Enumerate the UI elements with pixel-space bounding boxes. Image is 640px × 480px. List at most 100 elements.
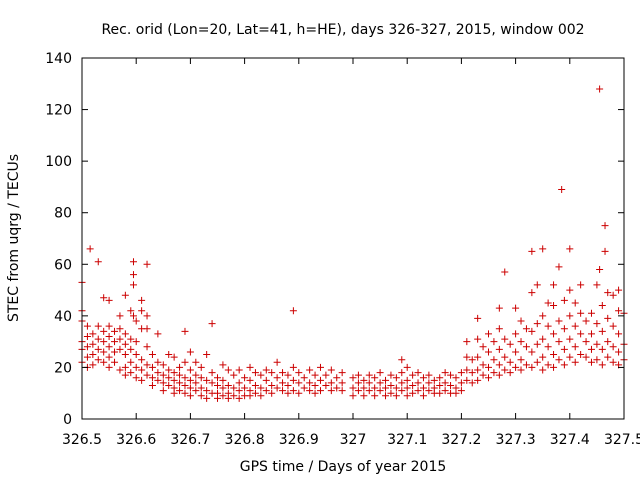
data-point [495, 304, 503, 312]
data-point [560, 345, 568, 353]
data-point [436, 374, 444, 382]
data-point [257, 384, 265, 392]
data-point [587, 309, 595, 317]
data-point [246, 376, 254, 384]
data-point [121, 291, 129, 299]
data-point [596, 85, 604, 93]
data-point [203, 376, 211, 384]
data-point [316, 376, 324, 384]
data-point [571, 322, 579, 330]
data-point [512, 363, 520, 371]
data-point [83, 322, 91, 330]
data-point [485, 348, 492, 356]
data-point [127, 358, 135, 366]
data-point [452, 389, 460, 397]
data-point [349, 374, 357, 382]
data-point [154, 330, 162, 338]
data-point [284, 389, 292, 397]
data-point [111, 338, 119, 346]
data-point [555, 356, 563, 364]
data-point [284, 371, 292, 379]
x-tick-label: 327.2 [441, 432, 481, 448]
data-point [550, 351, 558, 359]
data-point [192, 358, 200, 366]
data-point [555, 263, 563, 271]
data-point [398, 369, 406, 377]
data-point [382, 376, 390, 384]
data-point [512, 304, 520, 312]
data-point [501, 353, 509, 361]
y-tick-label: 20 [54, 360, 72, 376]
data-point [425, 387, 433, 395]
chart-title: Rec. orid (Lon=20, Lat=41, h=HE), days 3… [101, 22, 584, 38]
x-tick-label: 326.6 [116, 432, 156, 448]
data-point [203, 351, 211, 359]
data-point [316, 363, 324, 371]
data-point [528, 289, 536, 297]
data-point [333, 384, 341, 392]
data-point [376, 387, 384, 395]
data-point [485, 374, 492, 382]
data-point [604, 338, 612, 346]
data-point [582, 338, 590, 346]
data-point [501, 268, 509, 276]
data-point [214, 374, 221, 382]
data-point [127, 345, 135, 353]
data-point [550, 330, 558, 338]
data-point [279, 379, 287, 387]
data-point [382, 384, 390, 392]
data-point [170, 369, 178, 377]
data-point [100, 338, 108, 346]
y-tick-label: 120 [45, 103, 72, 119]
data-point [571, 299, 579, 307]
data-point [132, 338, 140, 346]
data-point [447, 371, 455, 379]
data-point [129, 312, 137, 320]
data-point [132, 374, 140, 382]
data-point [230, 371, 238, 379]
data-point [615, 348, 623, 356]
axis-ticks: 326.5 326.6 326.7 326.8 326.9 327 327.1 327.2 32… [45, 51, 640, 448]
data-point [311, 389, 319, 397]
data-point [441, 387, 449, 395]
data-point [596, 265, 604, 273]
data-point [186, 384, 194, 392]
data-point [558, 186, 566, 194]
data-point [127, 307, 135, 315]
data-point [100, 294, 108, 302]
data-point [289, 387, 297, 395]
y-tick-label: 60 [54, 257, 72, 273]
data-point [371, 374, 379, 382]
data-point [354, 379, 362, 387]
data-point [138, 296, 146, 304]
data-point [365, 387, 373, 395]
data-point [235, 394, 243, 402]
data-point [197, 374, 205, 382]
data-point [219, 392, 227, 400]
data-point [566, 312, 574, 320]
data-point [154, 376, 162, 384]
data-point [463, 366, 471, 374]
x-tick-label: 326.7 [170, 432, 210, 448]
data-point [528, 348, 536, 356]
data-point [186, 366, 194, 374]
data-point [327, 379, 335, 387]
x-tick-label: 327.4 [550, 432, 590, 448]
data-point [100, 358, 108, 366]
data-point [512, 348, 520, 356]
data-point [116, 325, 124, 333]
data-point [181, 327, 189, 335]
data-point [463, 338, 471, 346]
data-point [186, 392, 194, 400]
x-axis-label: GPS time / Days of year 2015 [240, 459, 447, 475]
data-point [138, 356, 146, 364]
data-point [409, 371, 417, 379]
data-point [425, 379, 433, 387]
data-point [203, 387, 211, 395]
data-point [485, 363, 492, 371]
data-point [598, 361, 606, 369]
data-point [268, 389, 276, 397]
data-point [132, 363, 140, 371]
y-axis-label: STEC from uqrg / TECUs [6, 154, 22, 322]
